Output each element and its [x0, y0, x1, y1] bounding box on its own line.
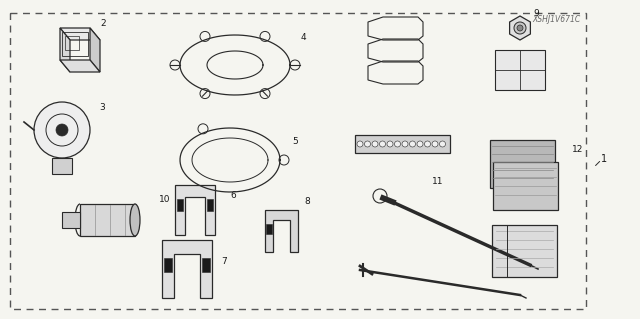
Polygon shape [62, 212, 80, 228]
Text: 3: 3 [99, 103, 105, 113]
Circle shape [365, 141, 371, 147]
Circle shape [357, 141, 363, 147]
Polygon shape [490, 140, 555, 188]
Polygon shape [175, 185, 215, 235]
Ellipse shape [130, 204, 140, 236]
Polygon shape [207, 199, 213, 211]
Circle shape [514, 22, 526, 34]
Text: XSHJ1V671C: XSHJ1V671C [532, 15, 581, 24]
Circle shape [517, 25, 523, 31]
Circle shape [387, 141, 393, 147]
Text: 10: 10 [159, 196, 171, 204]
Polygon shape [60, 60, 100, 72]
Polygon shape [493, 162, 558, 210]
Text: 5: 5 [292, 137, 298, 146]
Circle shape [56, 124, 68, 136]
Polygon shape [177, 199, 183, 211]
Circle shape [432, 141, 438, 147]
Polygon shape [60, 28, 70, 72]
Polygon shape [492, 225, 557, 277]
Circle shape [424, 141, 431, 147]
Text: 8: 8 [304, 197, 310, 206]
Polygon shape [202, 258, 210, 272]
Text: 4: 4 [300, 33, 306, 41]
Circle shape [372, 141, 378, 147]
Polygon shape [164, 258, 172, 272]
Text: 9: 9 [533, 10, 539, 19]
Polygon shape [90, 28, 100, 72]
Polygon shape [495, 50, 545, 90]
Polygon shape [162, 240, 212, 298]
Text: 2: 2 [100, 19, 106, 28]
Circle shape [410, 141, 415, 147]
Polygon shape [509, 16, 531, 40]
Circle shape [440, 141, 445, 147]
Text: 6: 6 [230, 190, 236, 199]
Polygon shape [266, 224, 272, 234]
Text: 7: 7 [221, 257, 227, 266]
Circle shape [380, 141, 385, 147]
Text: 12: 12 [572, 145, 584, 154]
Circle shape [394, 141, 401, 147]
Polygon shape [265, 210, 298, 252]
Circle shape [417, 141, 423, 147]
Text: 1: 1 [600, 154, 607, 165]
Circle shape [402, 141, 408, 147]
Polygon shape [60, 28, 100, 40]
Polygon shape [80, 204, 135, 236]
Circle shape [34, 102, 90, 158]
Text: 11: 11 [432, 177, 444, 187]
Polygon shape [355, 135, 450, 153]
Polygon shape [52, 158, 72, 174]
